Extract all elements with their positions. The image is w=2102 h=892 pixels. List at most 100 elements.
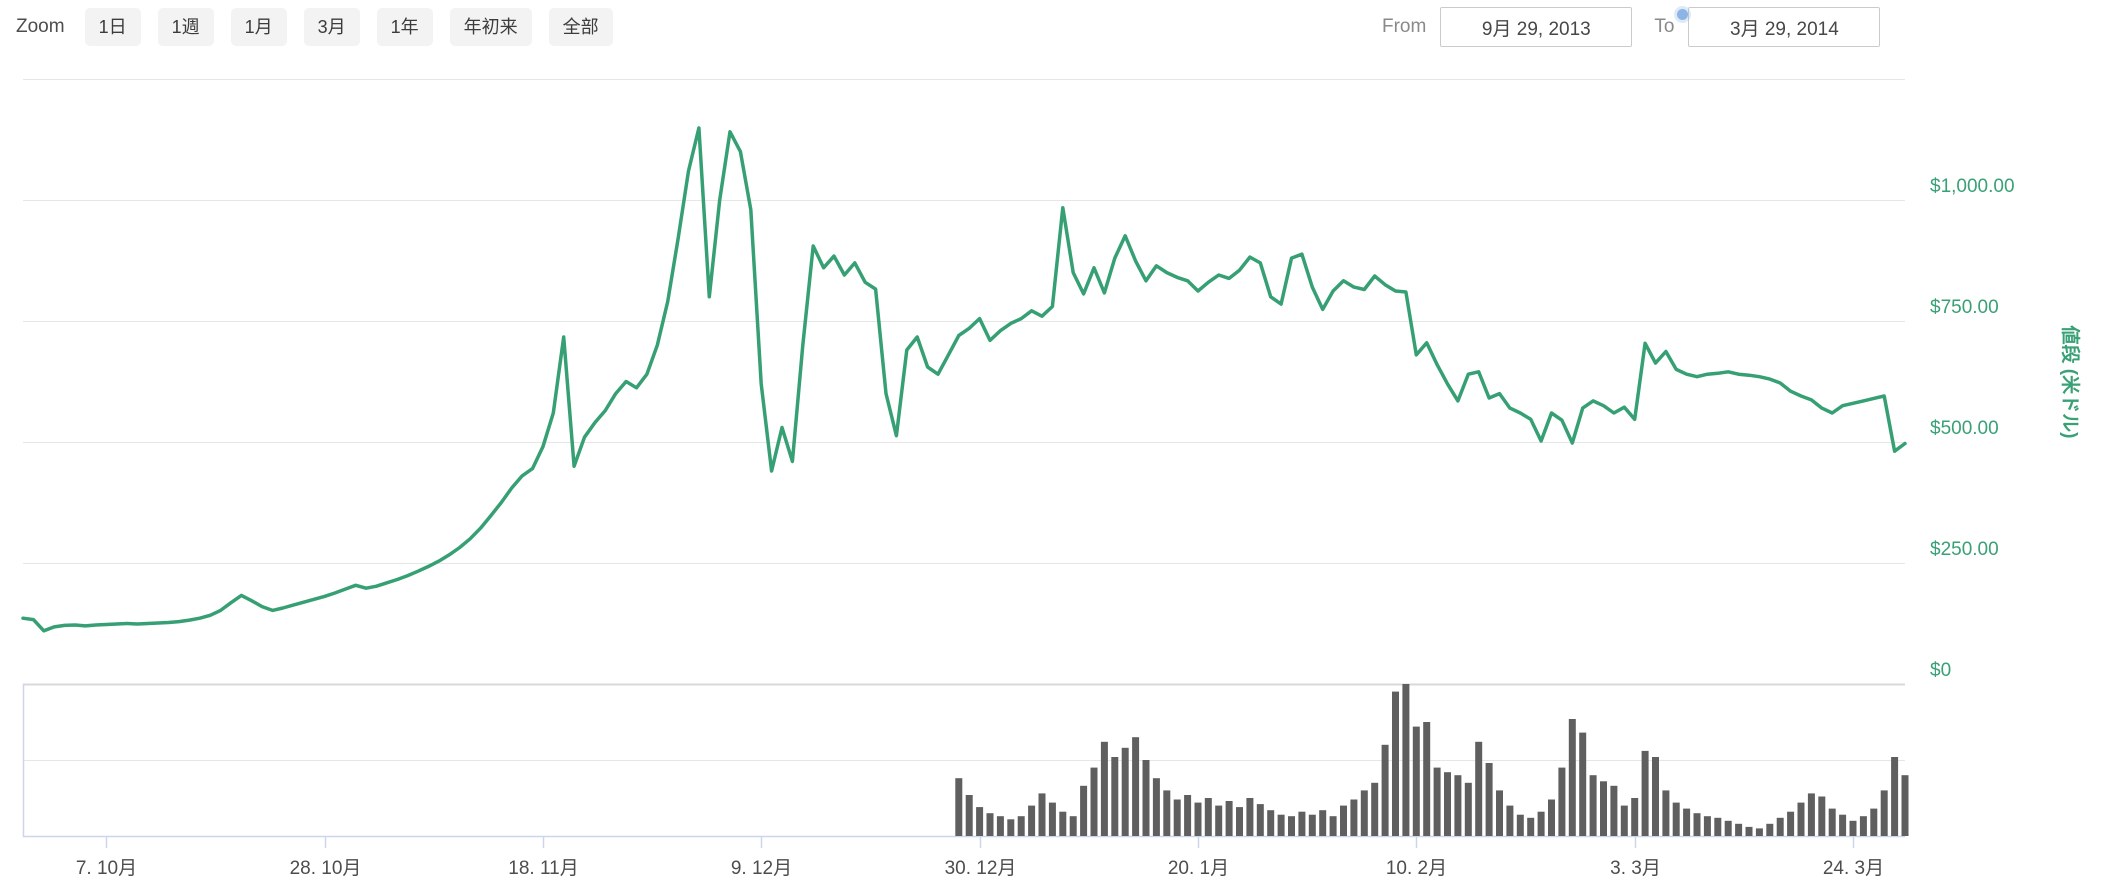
x-axis-tick-label: 20. 1月 xyxy=(1168,858,1229,879)
volume-bar xyxy=(1194,802,1202,836)
volume-bar xyxy=(1579,732,1587,836)
volume-bar xyxy=(1797,802,1805,836)
x-axis-tick-label: 7. 10月 xyxy=(76,858,137,879)
volume-bar xyxy=(986,813,994,836)
volume-bar xyxy=(1142,760,1150,836)
volume-bar xyxy=(1807,793,1815,836)
volume-bar xyxy=(976,807,984,836)
volume-bar xyxy=(1173,799,1181,836)
y-axis-tick-label: $1,000.00 xyxy=(1930,176,2015,197)
volume-bar xyxy=(1392,691,1399,836)
volume-bar xyxy=(1839,814,1847,836)
volume-bar xyxy=(1308,814,1316,836)
x-axis-tick-label: 18. 11月 xyxy=(508,858,578,879)
volume-bar xyxy=(1766,823,1774,836)
zoom-buttons: 1日 1週 1月 3月 1年 年初来 全部 xyxy=(84,8,630,46)
volume-bar xyxy=(1787,811,1795,836)
zoom-range-button[interactable]: 1月 xyxy=(230,8,287,46)
zoom-range-button[interactable]: 1週 xyxy=(157,8,214,46)
volume-bar xyxy=(1444,772,1451,836)
volume-bar xyxy=(1152,778,1160,836)
from-date-value: 9月 29, 2013 xyxy=(1481,18,1591,40)
x-axis-tick-label: 30. 12月 xyxy=(945,858,1017,879)
volume-bar xyxy=(1371,782,1379,836)
volume-bar xyxy=(1527,817,1535,836)
y-axis-tick-label: $0 xyxy=(1930,660,1951,681)
x-axis-tick-label: 3. 3月 xyxy=(1610,858,1661,879)
volume-bar xyxy=(1755,828,1763,836)
volume-bar xyxy=(1360,790,1368,836)
x-axis-tick-label: 28. 10月 xyxy=(290,858,362,879)
zoom-button-group: Zoom 1日 1週 1月 3月 1年 年初来 全部 xyxy=(16,8,630,46)
volume-bar xyxy=(1506,805,1514,836)
notification-dot-icon xyxy=(1677,9,1689,20)
zoom-range-button[interactable]: 3月 xyxy=(303,8,360,46)
volume-bar xyxy=(1080,785,1088,836)
volume-bar xyxy=(1132,737,1140,836)
zoom-range-button[interactable]: 年初来 xyxy=(449,8,532,46)
volume-bar xyxy=(1215,805,1223,836)
date-range-group: From 9月 29, 2013 To 3月 29, 2014 xyxy=(1382,7,1881,47)
zoom-range-button[interactable]: 1年 xyxy=(376,8,433,46)
volume-bar xyxy=(1735,823,1743,836)
volume-bar xyxy=(1652,757,1659,836)
volume-bar xyxy=(1558,767,1566,836)
volume-bar xyxy=(1423,722,1431,836)
volume-bar xyxy=(1776,817,1784,836)
price-line-series xyxy=(21,126,1907,633)
volume-bar xyxy=(1714,817,1722,836)
volume-bar xyxy=(1724,820,1732,836)
volume-bar xyxy=(1891,757,1899,836)
volume-bar xyxy=(1184,795,1192,836)
y-axis-tick-label: $500.00 xyxy=(1930,418,1999,439)
x-axis-tick-label: 10. 2月 xyxy=(1386,858,1447,879)
volume-bar xyxy=(1236,807,1243,836)
from-date-input[interactable]: 9月 29, 2013 xyxy=(1440,7,1633,47)
volume-bar xyxy=(1100,741,1108,836)
volume-bar xyxy=(1121,747,1129,836)
volume-bar xyxy=(1298,811,1306,836)
volume-bar xyxy=(1548,799,1555,836)
volume-bar xyxy=(1828,808,1836,836)
volume-bar xyxy=(1662,790,1670,836)
volume-bar xyxy=(1007,819,1015,836)
volume-bar xyxy=(1246,798,1254,836)
volume-bar xyxy=(1090,767,1098,836)
volume-bar xyxy=(1288,816,1295,836)
volume-bar xyxy=(1381,744,1389,836)
volume-bar xyxy=(1818,796,1826,836)
volume-bar xyxy=(1028,805,1036,836)
volume-bar xyxy=(1693,813,1701,836)
volume-bar xyxy=(1402,684,1410,836)
volume-bar xyxy=(1329,816,1337,836)
volume-bar xyxy=(1537,811,1545,836)
volume-bar xyxy=(1703,816,1711,836)
volume-bar xyxy=(1059,811,1067,836)
zoom-range-button[interactable]: 1日 xyxy=(84,8,141,46)
volume-bar xyxy=(1454,775,1462,836)
volume-bar xyxy=(1485,763,1493,836)
zoom-range-button[interactable]: 全部 xyxy=(548,8,613,46)
volume-bar xyxy=(955,778,963,836)
volume-bar xyxy=(1256,804,1264,836)
volume-bar xyxy=(1038,793,1046,836)
volume-bar xyxy=(1464,782,1472,836)
y-axis-tick-label: $750.00 xyxy=(1930,297,1999,318)
volume-bar xyxy=(1350,799,1358,836)
x-axis-tick-label: 9. 12月 xyxy=(731,858,792,879)
y-axis-tick-label: $250.00 xyxy=(1930,539,1999,560)
volume-bar xyxy=(1433,767,1441,836)
to-label-wrap: To xyxy=(1654,9,1689,38)
to-date-input[interactable]: 3月 29, 2014 xyxy=(1688,7,1881,47)
volume-bar xyxy=(1859,816,1867,836)
axis-labels: 7. 10月 28. 10月 18. 11月 9. 12月 30. 12月 20. 1月 1… xyxy=(76,176,2082,879)
volume-bar xyxy=(1672,802,1680,836)
volume-bar xyxy=(1475,741,1483,836)
chart-toolbar: Zoom 1日 1週 1月 3月 1年 年初来 全部 From 9月 29, 2013 To… xyxy=(0,0,2102,56)
price-line xyxy=(21,126,1907,633)
zoom-label: Zoom xyxy=(16,16,65,37)
volume-bar xyxy=(1412,726,1420,836)
volume-bar xyxy=(1340,805,1347,836)
volume-bar xyxy=(1225,801,1233,836)
